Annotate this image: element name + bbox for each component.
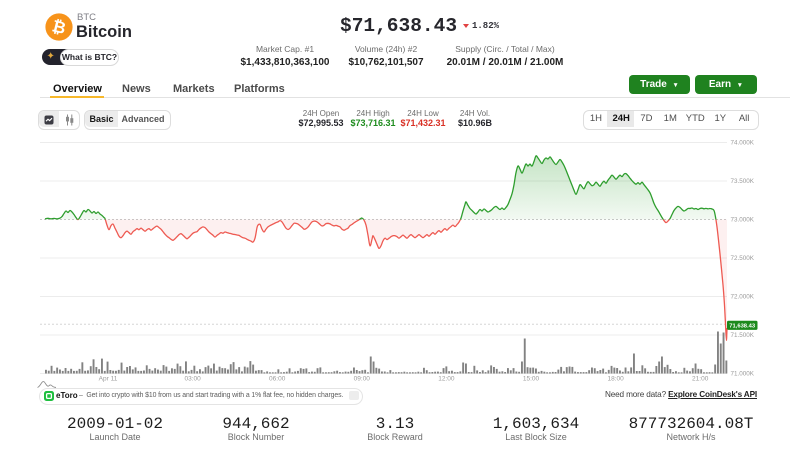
svg-text:72.500K: 72.500K bbox=[731, 255, 755, 262]
svg-text:71.000K: 71.000K bbox=[731, 371, 755, 378]
svg-text:₿: ₿ bbox=[50, 17, 67, 38]
svg-text:74.000K: 74.000K bbox=[731, 140, 755, 147]
svg-text:18:00: 18:00 bbox=[607, 376, 624, 383]
svg-text:72.000K: 72.000K bbox=[731, 294, 755, 301]
svg-text:09:00: 09:00 bbox=[354, 376, 371, 383]
svg-text:15:00: 15:00 bbox=[523, 376, 540, 383]
svg-text:06:00: 06:00 bbox=[269, 376, 286, 383]
svg-text:71.500K: 71.500K bbox=[731, 332, 755, 339]
svg-text:73.500K: 73.500K bbox=[731, 178, 755, 185]
svg-text:73.000K: 73.000K bbox=[731, 217, 755, 224]
svg-text:71,638.43: 71,638.43 bbox=[729, 323, 756, 329]
svg-text:03:00: 03:00 bbox=[184, 376, 201, 383]
svg-text:Apr 11: Apr 11 bbox=[99, 376, 118, 383]
svg-text:21:00: 21:00 bbox=[692, 376, 709, 383]
svg-text:12:00: 12:00 bbox=[438, 376, 455, 383]
